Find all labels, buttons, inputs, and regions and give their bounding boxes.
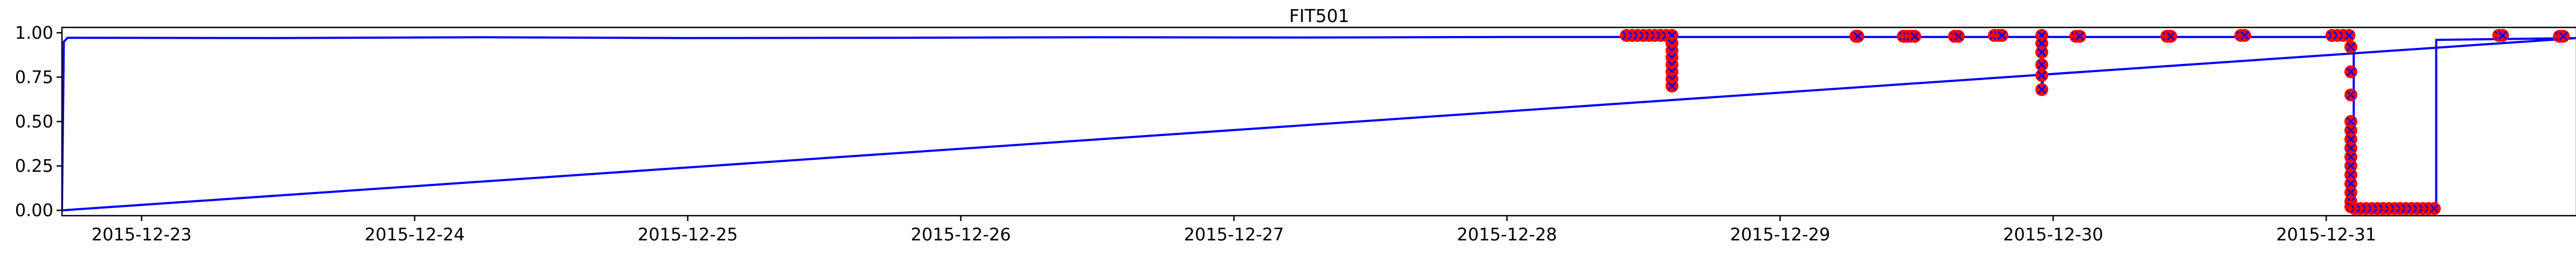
axes-layer: 0.00 0.25 0.50 0.75 1.00 2015-12-23 2015-12-24… <box>15 23 2377 245</box>
anomaly-marker <box>2344 168 2358 182</box>
anomaly-marker <box>2035 69 2049 82</box>
anomaly-marker <box>2496 29 2509 42</box>
anomaly-marker <box>2035 58 2049 72</box>
chart-title: FIT501 <box>1289 5 1349 26</box>
series-layer <box>62 29 2576 215</box>
x-tick-label: 2015-12-31 <box>2276 224 2376 245</box>
anomaly-marker <box>2344 40 2358 54</box>
y-tick-label: 0.75 <box>15 67 53 87</box>
anomaly-marker <box>2344 133 2358 146</box>
anomaly-marker <box>2344 124 2358 137</box>
anomaly-marker <box>2073 30 2086 43</box>
anomaly-marker <box>2344 115 2358 128</box>
x-tick-label: 2015-12-29 <box>1730 224 1830 245</box>
x-tick-label: 2015-12-28 <box>1457 224 1557 245</box>
y-tick-label: 0.50 <box>15 111 53 132</box>
x-tick-label: 2015-12-25 <box>638 224 738 245</box>
y-tick-label: 1.00 <box>15 23 53 43</box>
anomaly-marker <box>2344 159 2358 173</box>
anomaly-marker <box>2344 88 2358 102</box>
anomaly-marker <box>1952 30 1965 43</box>
anomaly-marker <box>2344 177 2358 190</box>
x-tick-label: 2015-12-24 <box>365 224 465 245</box>
anomaly-marker <box>1851 30 1864 43</box>
anomaly-marker <box>1908 30 1921 43</box>
x-tick-label: 2015-12-30 <box>2003 224 2103 245</box>
anomaly-marker <box>1665 80 1679 93</box>
anomaly-marker <box>2035 37 2049 50</box>
anomaly-marker <box>1995 29 2009 42</box>
x-tick-label: 2015-12-27 <box>1184 224 1284 245</box>
x-tick-label: 2015-12-26 <box>911 224 1011 245</box>
anomaly-marker <box>2342 29 2356 42</box>
y-tick-label: 0.00 <box>15 200 53 221</box>
anomaly-marker <box>2428 202 2441 215</box>
anomaly-marker <box>2238 29 2251 42</box>
anomaly-marker <box>2035 83 2049 96</box>
y-tick-label: 0.25 <box>15 156 53 176</box>
anomaly-marker <box>2557 30 2570 43</box>
plot-frame <box>61 26 2576 217</box>
anomaly-marker <box>2344 186 2358 200</box>
anomaly-marker <box>2164 30 2177 43</box>
x-tick-label: 2015-12-23 <box>92 224 192 245</box>
anomaly-marker <box>2035 46 2049 59</box>
anomaly-marker <box>2344 151 2358 163</box>
anomaly-marker <box>2344 65 2358 79</box>
anomaly-marker <box>2344 141 2358 155</box>
